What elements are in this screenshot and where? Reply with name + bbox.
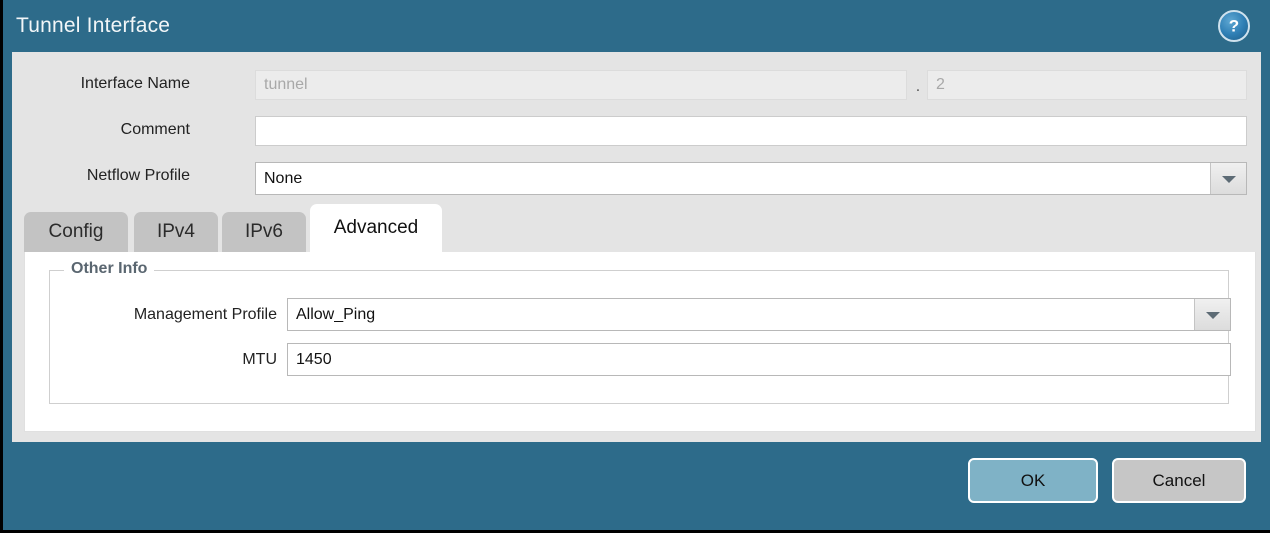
- tab-ipv4[interactable]: IPv4: [134, 212, 218, 252]
- chevron-down-icon[interactable]: [1210, 163, 1246, 194]
- interface-name-row: Interface Name tunnel . 2: [12, 67, 1252, 101]
- tab-ipv6[interactable]: IPv6: [222, 212, 306, 252]
- comment-label: Comment: [120, 121, 190, 138]
- netflow-profile-label: Netflow Profile: [86, 167, 190, 184]
- dialog-title-bar: Tunnel Interface ?: [3, 0, 1270, 52]
- tunnel-interface-dialog: Tunnel Interface ? Interface Name tunnel…: [3, 0, 1270, 530]
- management-profile-row: Management Profile Allow_Ping: [50, 298, 1231, 332]
- other-info-legend: Other Info: [64, 260, 155, 278]
- ok-button[interactable]: OK: [968, 458, 1098, 503]
- cancel-button[interactable]: Cancel: [1112, 458, 1246, 503]
- dialog-footer: OK Cancel: [3, 442, 1270, 530]
- tab-config[interactable]: Config: [24, 212, 128, 252]
- management-profile-value: Allow_Ping: [296, 306, 376, 323]
- other-info-fieldset: Other Info Management Profile Allow_Ping…: [49, 260, 1231, 404]
- netflow-profile-row: Netflow Profile None: [12, 159, 1252, 195]
- help-question-icon[interactable]: ?: [1218, 10, 1250, 42]
- netflow-profile-select[interactable]: None: [255, 162, 1247, 195]
- management-profile-select[interactable]: Allow_Ping: [287, 298, 1231, 331]
- advanced-tab-panel: Other Info Management Profile Allow_Ping…: [24, 252, 1256, 432]
- mtu-row: MTU 1450: [50, 343, 1231, 377]
- netflow-profile-value: None: [264, 170, 303, 187]
- interface-name-separator: .: [915, 78, 921, 95]
- management-profile-label: Management Profile: [133, 306, 277, 323]
- mtu-input[interactable]: 1450: [287, 343, 1231, 376]
- tab-advanced[interactable]: Advanced: [310, 204, 442, 252]
- interface-name-input[interactable]: tunnel: [255, 70, 907, 100]
- interface-name-suffix-input[interactable]: 2: [927, 70, 1247, 100]
- comment-input[interactable]: [255, 116, 1247, 146]
- dialog-title: Tunnel Interface: [16, 14, 171, 37]
- comment-row: Comment: [12, 113, 1252, 147]
- interface-name-label: Interface Name: [80, 75, 190, 92]
- mtu-label: MTU: [242, 351, 277, 368]
- help-icon-glyph: ?: [1228, 16, 1240, 36]
- dialog-body: Interface Name tunnel . 2 Comment Netflo…: [12, 52, 1261, 442]
- chevron-down-icon[interactable]: [1194, 299, 1230, 330]
